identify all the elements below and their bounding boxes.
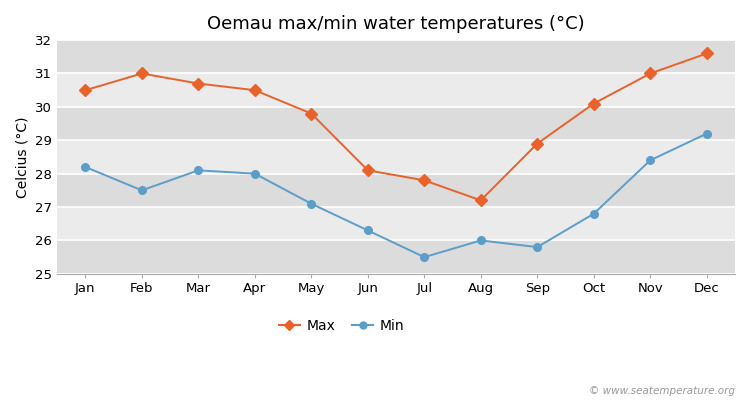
Title: Oemau max/min water temperatures (°C): Oemau max/min water temperatures (°C) xyxy=(207,15,585,33)
Max xyxy=(363,168,372,173)
Min xyxy=(702,131,711,136)
Min xyxy=(420,255,429,260)
Line: Max: Max xyxy=(81,49,711,204)
Line: Min: Min xyxy=(82,130,710,261)
Bar xyxy=(57,140,735,174)
Y-axis label: Celcius (°C): Celcius (°C) xyxy=(15,116,29,198)
Max xyxy=(476,198,485,203)
Max xyxy=(590,101,598,106)
Max xyxy=(251,88,260,92)
Bar xyxy=(57,107,735,140)
Min xyxy=(137,188,146,193)
Bar xyxy=(57,174,735,207)
Max xyxy=(137,71,146,76)
Min xyxy=(194,168,202,173)
Min xyxy=(363,228,372,233)
Text: © www.seatemperature.org: © www.seatemperature.org xyxy=(589,386,735,396)
Max xyxy=(702,51,711,56)
Bar xyxy=(57,74,735,107)
Max xyxy=(307,111,316,116)
Max xyxy=(532,141,542,146)
Min xyxy=(590,211,598,216)
Legend: Max, Min: Max, Min xyxy=(274,314,410,338)
Min xyxy=(251,171,260,176)
Max xyxy=(194,81,202,86)
Bar xyxy=(57,40,735,74)
Max xyxy=(646,71,655,76)
Min xyxy=(532,245,542,250)
Max xyxy=(420,178,429,183)
Min xyxy=(81,164,90,169)
Min xyxy=(646,158,655,163)
Bar xyxy=(57,240,735,274)
Max xyxy=(81,88,90,92)
Min xyxy=(307,201,316,206)
Bar xyxy=(57,207,735,240)
Min xyxy=(476,238,485,243)
